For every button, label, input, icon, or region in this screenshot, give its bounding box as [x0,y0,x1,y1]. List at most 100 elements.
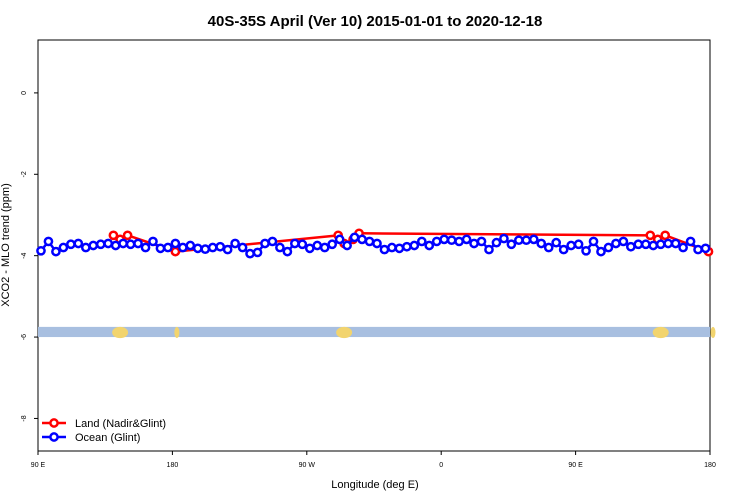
land-patch [336,326,353,339]
data-point [230,238,240,249]
data-point [108,230,119,241]
legend-marker [49,432,59,442]
data-point [290,238,300,249]
data-point [573,239,584,250]
data-point [603,242,614,253]
data-point [551,237,562,248]
data-point [469,238,479,249]
data-point [342,240,352,251]
x-tick-label: 0 [439,462,443,469]
data-point [357,234,367,245]
data-point [207,242,218,253]
data-point [596,246,606,257]
data-point [140,242,151,253]
data-point [297,239,308,250]
data-point [660,230,671,241]
data-point [431,236,442,247]
data-point [439,234,450,245]
data-point [51,246,61,257]
data-point [700,243,711,254]
data-point [364,236,375,247]
data-point [185,240,196,251]
x-tick-label: 90 W [299,462,316,469]
x-axis-label: Longitude (deg E) [331,479,418,491]
data-point [349,232,360,243]
data-point [327,239,338,250]
data-point [282,246,293,257]
y-tick-label: -8 [21,415,28,421]
data-point [215,241,226,252]
x-tick-label: 180 [704,462,716,469]
data-point [178,242,188,253]
land-band [38,326,716,339]
land-patch [652,326,669,339]
data-point [312,240,323,251]
plot-frame [37,39,711,452]
data-point [66,239,76,250]
data-point [402,241,412,252]
data-point [514,235,524,246]
data-point [237,242,248,253]
land-patch [112,326,129,339]
data-point [506,239,517,250]
data-point [461,234,472,245]
x-tick-label: 90 E [31,462,46,469]
data-point [685,236,696,247]
data-point [416,236,427,247]
y-tick-label: -6 [21,334,28,340]
land-patch [710,326,716,339]
data-point [566,240,576,251]
legend-label: Land (Nadir&Glint) [75,418,166,430]
data-point [103,238,114,249]
data-point [581,245,591,256]
data-point [222,244,233,255]
data-point [122,230,133,241]
data-point [372,238,382,249]
x-tick-label: 90 E [568,462,583,469]
data-point [626,241,636,252]
ocean-strip [38,326,710,338]
data-point [543,242,554,253]
y-tick-label: -4 [21,252,28,258]
data-point [618,236,629,247]
y-axis: 0 -2 -4 -6 -8 [21,91,38,422]
data-point [163,242,173,253]
data-point [394,243,405,254]
y-tick-label: 0 [21,91,28,95]
data-point [558,244,569,255]
data-point [476,236,487,247]
data-point [387,242,397,253]
data-point [521,235,532,246]
y-axis-label: XCO2 - MLO trend (ppm) [0,183,12,306]
land-patch [174,326,180,339]
data-point [245,248,255,259]
legend: Land (Nadir&Glint) Ocean (Glint) [42,418,166,444]
data-point [260,238,270,249]
data-point [110,240,121,251]
data-point [678,242,688,253]
data-point [304,243,315,254]
data-point [454,236,464,247]
data-point [499,233,509,244]
data-point [133,238,143,249]
data-point [36,245,46,256]
data-point [88,240,99,251]
x-tick-label: 180 [167,462,179,469]
series-layer [36,228,714,259]
data-point [611,238,621,249]
data-point [95,239,106,250]
series-ocean [36,232,711,259]
data-point [267,236,278,247]
data-point [275,242,285,253]
legend-marker [49,418,59,428]
data-point [484,244,494,255]
data-point [528,234,539,245]
legend-label: Ocean (Glint) [75,432,140,444]
data-point [640,239,651,250]
x-axis: 90 E 180 90 W 0 90 E 180 [31,451,716,469]
data-point [58,242,69,253]
data-point [379,244,390,255]
data-point [252,247,263,258]
data-point [73,238,84,249]
